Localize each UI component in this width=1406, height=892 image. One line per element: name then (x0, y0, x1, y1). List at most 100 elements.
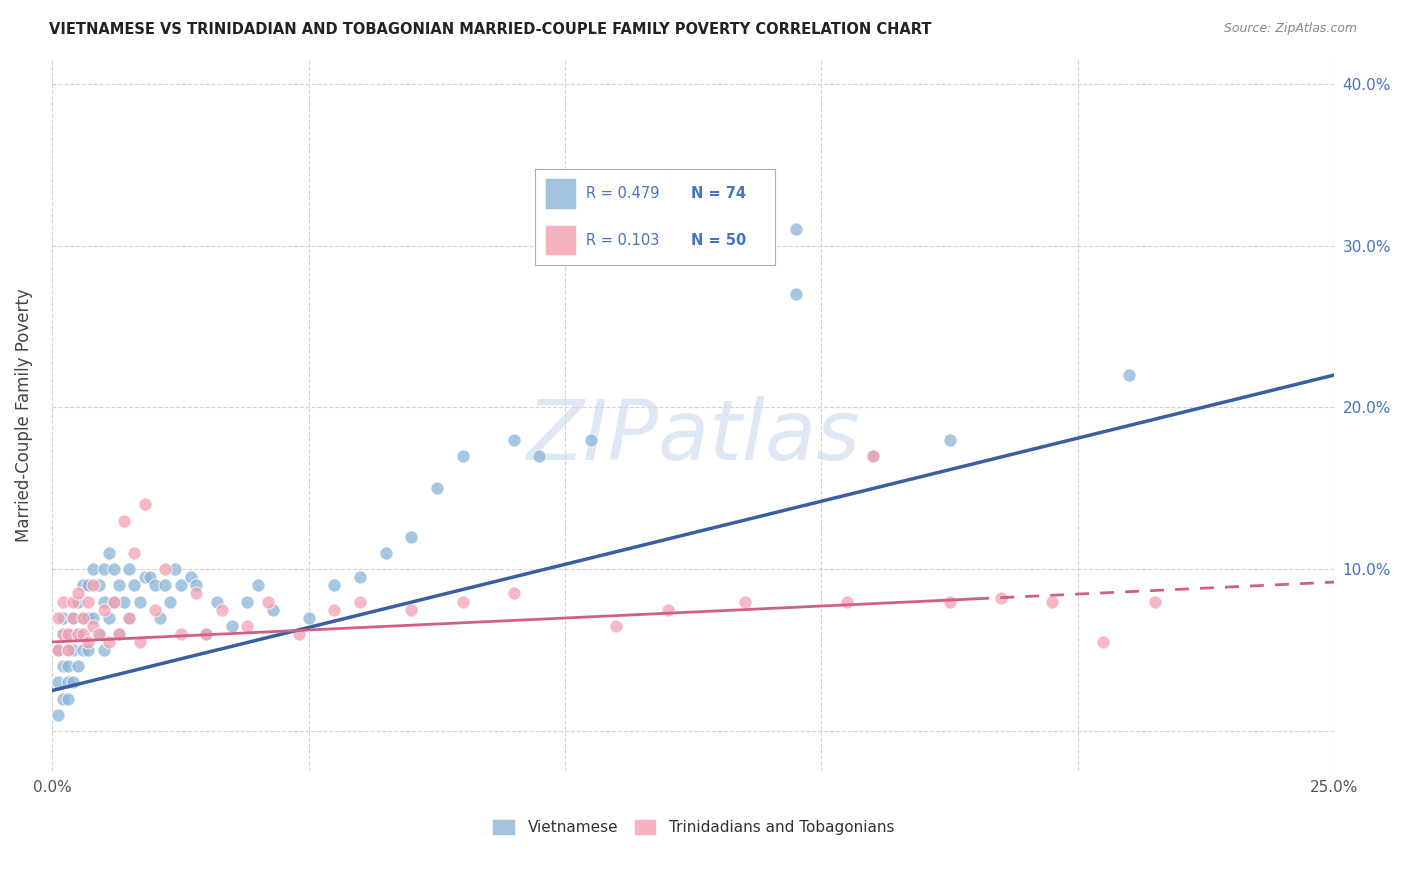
Text: R = 0.479: R = 0.479 (586, 186, 659, 202)
Point (77, 643, 100, 657)
Point (97, 635, 120, 649)
Point (657, 602, 679, 616)
Point (785, 222, 807, 236)
Point (579, 433, 602, 447)
Bar (546, 225, 576, 255)
Point (108, 627, 131, 641)
Point (93, 602, 115, 616)
Point (143, 578, 166, 592)
Point (401, 602, 423, 616)
Point (118, 562, 141, 576)
Point (108, 578, 131, 592)
Point (149, 610, 172, 624)
Point (165, 562, 187, 576)
Point (56, 659, 79, 673)
Point (938, 433, 960, 447)
Point (221, 619, 243, 633)
Point (46, 643, 69, 657)
Point (529, 449, 551, 463)
Point (72, 610, 94, 624)
Point (52, 659, 75, 673)
Point (374, 546, 396, 560)
Point (93, 562, 115, 576)
Point (118, 610, 141, 624)
Point (82, 562, 104, 576)
Point (62, 594, 84, 608)
Point (184, 586, 207, 600)
Point (159, 594, 181, 608)
Point (62, 675, 84, 690)
Point (236, 594, 259, 608)
Point (184, 578, 207, 592)
Point (298, 610, 321, 624)
Point (426, 481, 449, 495)
Point (56, 627, 79, 641)
Point (52, 627, 75, 641)
Point (155, 578, 177, 592)
Point (46, 610, 69, 624)
Point (87, 578, 110, 592)
Point (52, 610, 75, 624)
Y-axis label: Married-Couple Family Poverty: Married-Couple Family Poverty (15, 289, 32, 542)
Point (56, 675, 79, 690)
Point (180, 570, 202, 584)
Point (1143, 594, 1166, 608)
Text: VIETNAMESE VS TRINIDADIAN AND TOBAGONIAN MARRIED-COUPLE FAMILY POVERTY CORRELATI: VIETNAMESE VS TRINIDADIAN AND TOBAGONIAN… (49, 22, 932, 37)
Point (97, 546, 120, 560)
Text: N = 50: N = 50 (692, 233, 747, 247)
Point (128, 635, 150, 649)
Point (134, 570, 156, 584)
Point (195, 627, 218, 641)
Point (108, 627, 131, 641)
Point (56, 627, 79, 641)
Point (62, 610, 84, 624)
Legend: Vietnamese, Trinidadians and Tobagonians: Vietnamese, Trinidadians and Tobagonians (492, 819, 894, 835)
Point (112, 594, 135, 608)
Point (169, 578, 191, 592)
Point (62, 643, 84, 657)
Point (93, 643, 115, 657)
Point (52, 627, 75, 641)
Text: N = 74: N = 74 (692, 186, 747, 202)
Point (835, 594, 858, 608)
Point (67, 594, 90, 608)
Point (67, 627, 90, 641)
Point (87, 627, 110, 641)
Point (323, 578, 346, 592)
Text: ZIPatlas: ZIPatlas (526, 396, 860, 477)
Point (103, 594, 125, 608)
Point (82, 578, 104, 592)
Point (605, 619, 627, 633)
Point (287, 627, 309, 641)
Point (72, 578, 94, 592)
Point (862, 449, 884, 463)
Point (246, 578, 269, 592)
Point (97, 610, 120, 624)
Point (87, 627, 110, 641)
Point (93, 594, 115, 608)
Point (62, 610, 84, 624)
Point (128, 594, 150, 608)
Point (67, 586, 90, 600)
Point (77, 610, 100, 624)
Bar (546, 178, 576, 210)
Point (349, 594, 371, 608)
Point (1118, 368, 1140, 382)
Point (56, 643, 79, 657)
Point (862, 449, 884, 463)
Point (112, 514, 135, 528)
Point (451, 449, 474, 463)
Point (349, 570, 371, 584)
Point (139, 570, 162, 584)
Point (502, 586, 524, 600)
Point (707, 222, 730, 236)
Point (124, 546, 146, 560)
Point (118, 610, 141, 624)
Point (67, 659, 90, 673)
Point (46, 707, 69, 722)
Point (72, 627, 94, 641)
Point (82, 619, 104, 633)
Point (46, 675, 69, 690)
Point (67, 627, 90, 641)
Point (1040, 594, 1063, 608)
